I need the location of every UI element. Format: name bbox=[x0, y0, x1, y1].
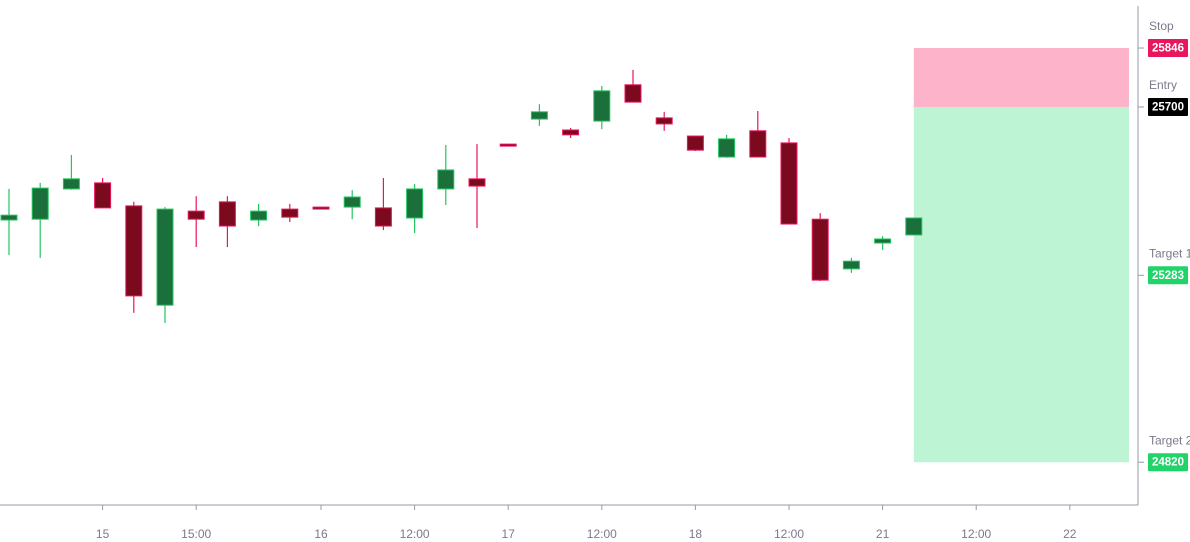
candle-body bbox=[62, 178, 80, 190]
candle-body bbox=[749, 130, 767, 158]
candle-body bbox=[499, 143, 517, 147]
x-tick-label: 17 bbox=[502, 527, 516, 541]
x-tick-label: 18 bbox=[689, 527, 703, 541]
level-value: 25283 bbox=[1152, 270, 1184, 282]
level-value: 25700 bbox=[1152, 102, 1184, 114]
candle-body bbox=[780, 142, 798, 225]
level-box bbox=[1148, 39, 1188, 58]
candle-body bbox=[281, 208, 299, 218]
candle-body bbox=[156, 208, 174, 306]
candle-body bbox=[187, 210, 205, 220]
candle-body bbox=[94, 182, 112, 209]
level-value: 25846 bbox=[1152, 43, 1184, 55]
candle-body bbox=[530, 111, 548, 120]
level-name: Target 1 bbox=[1149, 246, 1190, 260]
level-name: Stop bbox=[1149, 19, 1174, 33]
candle-body bbox=[406, 188, 424, 219]
x-tick-label: 22 bbox=[1063, 527, 1077, 541]
x-tick-label: 12:00 bbox=[774, 527, 804, 541]
x-tick-label: 16 bbox=[314, 527, 328, 541]
candle-body bbox=[624, 84, 642, 103]
risk-zone bbox=[913, 48, 1129, 107]
x-tick-label: 15 bbox=[96, 527, 110, 541]
candle-body bbox=[250, 210, 268, 221]
level-name: Target 2 bbox=[1149, 433, 1190, 447]
candle-body bbox=[125, 205, 143, 297]
level-box bbox=[1148, 266, 1188, 285]
candle-body bbox=[842, 260, 860, 270]
candle-body bbox=[593, 90, 611, 122]
x-tick-label: 21 bbox=[876, 527, 890, 541]
candle-body bbox=[562, 129, 580, 136]
level-name: Entry bbox=[1149, 78, 1177, 92]
candle-body bbox=[31, 187, 49, 220]
candle-body bbox=[0, 214, 18, 221]
level-box bbox=[1148, 97, 1188, 116]
candle-body bbox=[686, 135, 704, 151]
candle-body bbox=[655, 117, 673, 125]
candle-body bbox=[343, 196, 361, 208]
reward-zone bbox=[913, 106, 1129, 463]
candle-body bbox=[374, 207, 392, 227]
candle-body bbox=[905, 217, 923, 236]
x-tick-label: 12:00 bbox=[587, 527, 617, 541]
candle-body bbox=[437, 169, 455, 190]
candle-body bbox=[312, 206, 330, 210]
candle-body bbox=[811, 218, 829, 281]
candle-body bbox=[874, 238, 892, 244]
level-box bbox=[1148, 453, 1188, 472]
candle-body bbox=[718, 138, 736, 158]
level-value: 24820 bbox=[1152, 457, 1184, 469]
x-tick-label: 12:00 bbox=[961, 527, 991, 541]
candle-body bbox=[218, 201, 236, 227]
candle-body bbox=[468, 178, 486, 187]
x-tick-label: 12:00 bbox=[400, 527, 430, 541]
x-tick-label: 15:00 bbox=[181, 527, 211, 541]
